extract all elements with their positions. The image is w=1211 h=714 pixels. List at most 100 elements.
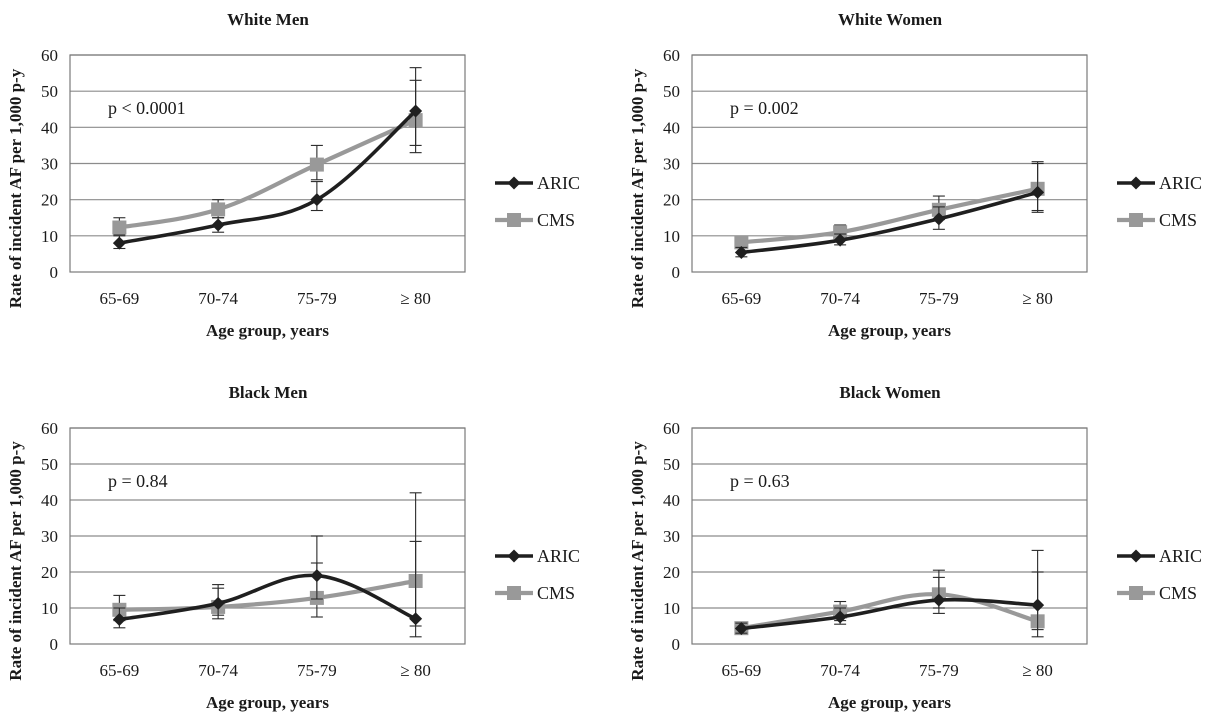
data-point-aric [833, 610, 847, 624]
legend: ARIC CMS [495, 173, 580, 230]
y-tick-label: 30 [41, 527, 58, 546]
p-value-annotation: p = 0.84 [108, 471, 168, 491]
y-tick-label: 0 [50, 635, 59, 654]
legend-marker-diamond-icon [507, 176, 521, 190]
p-value-annotation: p = 0.002 [730, 98, 799, 118]
legend-marker-diamond-icon [1129, 176, 1143, 190]
y-tick-label: 40 [663, 491, 680, 510]
series-line-aric [119, 109, 417, 245]
x-tick-label: 75-79 [919, 289, 959, 308]
y-tick-label: 60 [663, 419, 680, 438]
chart-title: White Women [838, 10, 943, 29]
data-point-cms [112, 220, 127, 235]
y-tick-label: 30 [663, 155, 680, 174]
x-tick-label: ≥ 80 [1022, 661, 1053, 680]
y-tick-label: 60 [41, 419, 58, 438]
y-tick-label: 0 [50, 263, 59, 282]
legend-item-aric: ARIC [1117, 546, 1202, 566]
series-line-cms [741, 186, 1039, 245]
series-cms [112, 492, 423, 627]
legend-marker-square-icon [507, 213, 521, 227]
y-tick-label: 20 [663, 191, 680, 210]
legend: ARIC CMS [1117, 546, 1202, 603]
x-tick-label: ≥ 80 [400, 289, 431, 308]
data-point-aric [833, 233, 847, 247]
legend-item-cms: CMS [495, 583, 575, 603]
series-aric [112, 535, 423, 638]
y-axis-title: Rate of incident AF per 1,000 p-y [628, 68, 647, 308]
x-tick-label: ≥ 80 [400, 661, 431, 680]
y-tick-label: 10 [41, 599, 58, 618]
chart-title: Black Women [839, 383, 941, 402]
y-tick-label: 0 [672, 263, 681, 282]
series-aric [112, 67, 423, 250]
series-aric [734, 162, 1045, 259]
chart-title: Black Men [229, 383, 308, 402]
legend-item-aric: ARIC [495, 173, 580, 193]
data-point-aric [112, 613, 126, 627]
y-tick-label: 40 [41, 491, 58, 510]
legend-label: ARIC [537, 546, 580, 566]
legend: ARIC CMS [495, 546, 580, 603]
legend-label: CMS [537, 210, 575, 230]
x-tick-label: 70-74 [198, 289, 238, 308]
x-tick-label: 65-69 [100, 289, 140, 308]
plot-area-border [691, 427, 1088, 645]
data-point-cms [734, 235, 749, 250]
legend-marker-square-icon [1129, 586, 1143, 600]
x-tick-label: 65-69 [722, 661, 762, 680]
series-line-aric [119, 573, 417, 622]
legend-label: ARIC [537, 173, 580, 193]
y-tick-label: 10 [663, 227, 680, 246]
legend: ARIC CMS [1117, 173, 1202, 230]
data-point-aric [310, 193, 324, 207]
data-point-aric [211, 218, 225, 232]
series-cms [112, 79, 423, 236]
data-point-cms [211, 202, 226, 217]
series-line-cms [118, 118, 417, 230]
series-aric [734, 549, 1045, 636]
chart-panel-4: Black Women 0 10 20 30 40 50 60 65-69 70-74 75-79 ≥… [628, 383, 1202, 712]
data-point-aric [932, 593, 946, 607]
data-point-aric [1031, 185, 1045, 199]
legend-item-aric: ARIC [495, 546, 580, 566]
x-axis-title: Age group, years [828, 693, 951, 712]
x-tick-label: 75-79 [297, 289, 337, 308]
x-tick-label: 75-79 [919, 661, 959, 680]
x-tick-label: 65-69 [100, 661, 140, 680]
x-tick-label: 65-69 [722, 289, 762, 308]
legend-label: CMS [537, 583, 575, 603]
y-tick-label: 40 [663, 118, 680, 137]
legend-marker-diamond-icon [1129, 549, 1143, 563]
y-tick-label: 20 [41, 563, 58, 582]
y-tick-label: 60 [41, 46, 58, 65]
y-tick-label: 30 [663, 527, 680, 546]
y-tick-label: 0 [672, 635, 681, 654]
data-point-aric [310, 569, 324, 583]
plot-area-border [69, 54, 466, 273]
y-axis-title: Rate of incident AF per 1,000 p-y [6, 441, 25, 681]
p-value-annotation: p = 0.63 [730, 471, 790, 491]
y-tick-label: 20 [41, 191, 58, 210]
data-point-aric [1031, 598, 1045, 612]
plot-area-border [69, 427, 466, 645]
y-tick-label: 40 [41, 118, 58, 137]
data-point-cms [833, 225, 848, 240]
legend-label: ARIC [1159, 546, 1202, 566]
data-point-cms [309, 157, 324, 172]
series-line-aric [741, 190, 1039, 255]
chart-panel-1: White Men 0 10 20 30 40 50 60 65-69 70-74 75-79 ≥ 8… [6, 10, 580, 340]
legend-label: CMS [1159, 583, 1197, 603]
series-line-aric [741, 597, 1038, 631]
y-tick-label: 60 [663, 46, 680, 65]
data-point-aric [409, 104, 423, 118]
x-tick-label: 70-74 [820, 289, 860, 308]
y-tick-label: 10 [663, 599, 680, 618]
chart-panel-3: Black Men 0 10 20 30 40 50 60 65-69 70-74 75-79 ≥ 8… [6, 383, 580, 712]
x-tick-label: 70-74 [820, 661, 860, 680]
x-axis-title: Age group, years [206, 321, 329, 340]
data-point-aric [932, 212, 946, 226]
legend-item-cms: CMS [1117, 583, 1197, 603]
x-tick-label: 70-74 [198, 661, 238, 680]
